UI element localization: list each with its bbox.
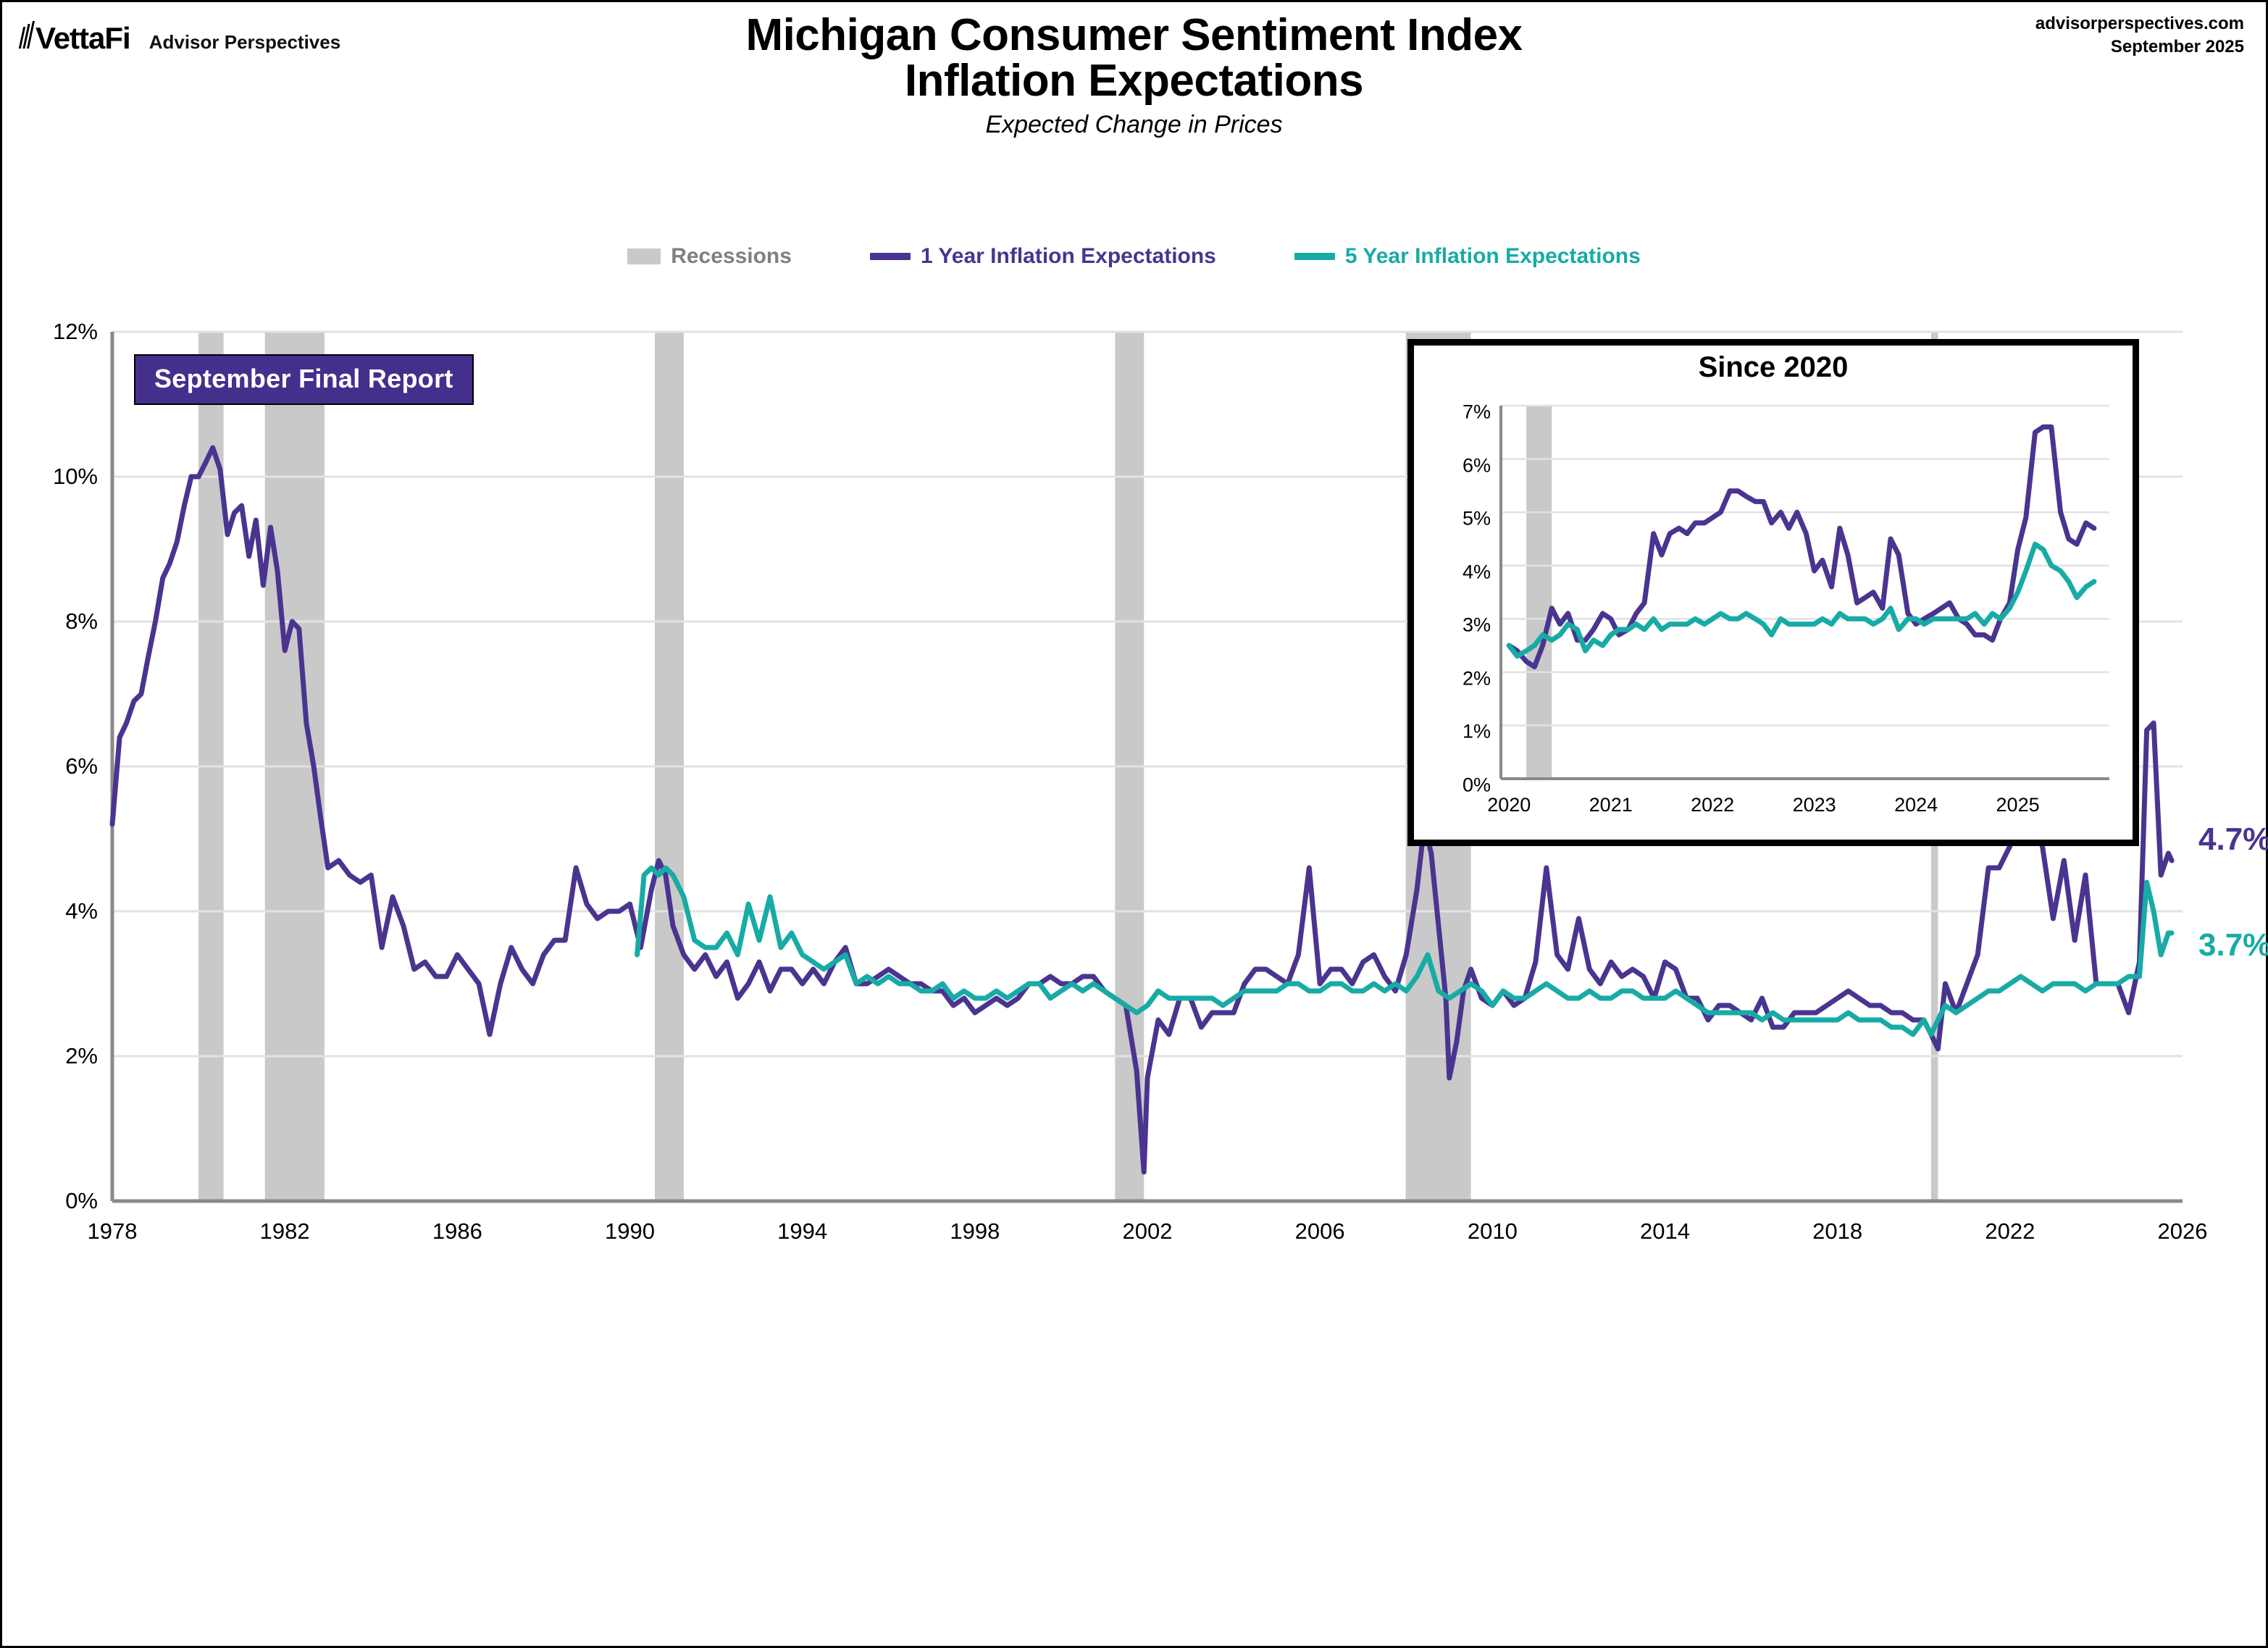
x-tick-label: 1986: [432, 1218, 482, 1244]
y-tick-label: 12%: [52, 319, 98, 344]
x-tick-label: 1982: [259, 1218, 310, 1244]
inset-series-line: [1506, 424, 2097, 669]
legend-label-1year: 1 Year Inflation Expectations: [920, 244, 1216, 268]
main-x-axis: 1978 1982 1986 1990 1994 1998 2002 2006 2010 2014…: [2, 1218, 2268, 1276]
inset-title: Since 2020: [1698, 351, 1849, 383]
y-tick-label: 8%: [65, 608, 98, 634]
inset-x-tick-label: 2020: [1487, 794, 1531, 816]
report-date: September 2025: [2110, 37, 2244, 57]
x-tick-label: 1998: [950, 1218, 1000, 1244]
x-tick-label: 2014: [1640, 1218, 1690, 1244]
legend-item-1year: 1 Year Inflation Expectations: [869, 244, 1216, 269]
status-badge: September Final Report: [134, 354, 474, 405]
y-tick-label: 6%: [65, 753, 98, 779]
series-line: [635, 865, 2175, 1037]
inset-y-tick-label: 3%: [1462, 614, 1491, 636]
x-tick-label: 2022: [1985, 1218, 2035, 1244]
inset-chart: Since 2020 0% 1% 2% 3% 4% 5% 6% 7% 2020 2021 2022 2…: [1407, 339, 2139, 846]
inset-x-tick-label: 2021: [1589, 794, 1633, 816]
main-y-axis: 0% 2% 4% 6% 8% 10% 12%: [2, 314, 104, 1234]
legend-label-5year: 5 Year Inflation Expectations: [1344, 244, 1641, 268]
y-tick-label: 4%: [65, 898, 98, 924]
page-subtitle: Expected Change in Prices: [985, 111, 1283, 139]
inset-y-tick-label: 2%: [1462, 667, 1491, 690]
status-badge-label: September Final Report: [154, 364, 453, 393]
inset-x-tick-label: 2023: [1792, 794, 1836, 816]
inset-series-line: [1506, 541, 2097, 659]
x-tick-label: 1978: [87, 1218, 138, 1244]
inset-x-tick-label: 2025: [1996, 794, 2040, 816]
x-tick-label: 2006: [1294, 1218, 1345, 1244]
page-title-line1: Michigan Consumer Sentiment Index: [745, 10, 1523, 60]
inset-y-tick-label: 5%: [1462, 507, 1491, 530]
y-tick-label: 2%: [65, 1043, 98, 1068]
brand-logo-text: VettaFi: [35, 21, 131, 55]
y-tick-label: 10%: [52, 464, 98, 489]
brand: VettaFi Advisor Perspectives: [18, 17, 341, 56]
one-year-line-swatch-icon: [869, 253, 911, 260]
x-tick-label: 2002: [1122, 1218, 1173, 1244]
chart-legend: Recessions 1 Year Inflation Expectations…: [2, 244, 2266, 269]
x-tick-label: 2010: [1467, 1218, 1518, 1244]
title-block: Michigan Consumer Sentiment Index Inflat…: [2, 12, 2266, 139]
recession-swatch-icon: [627, 248, 661, 264]
legend-item-recessions: Recessions: [627, 244, 792, 269]
brand-subtitle: Advisor Perspectives: [148, 31, 341, 53]
inset-y-tick-label: 6%: [1462, 454, 1491, 477]
x-tick-label: 2018: [1812, 1218, 1863, 1244]
x-tick-label: 2026: [2157, 1218, 2208, 1244]
five-year-line-swatch-icon: [1294, 253, 1335, 260]
legend-label-recessions: Recessions: [671, 244, 792, 268]
inset-y-tick-label: 1%: [1462, 720, 1491, 743]
inset-x-tick-label: 2024: [1894, 794, 1938, 816]
y-tick-label: 0%: [65, 1188, 98, 1213]
x-tick-label: 1990: [605, 1218, 655, 1244]
series-end-value-label: 4.7%: [2198, 821, 2268, 857]
x-tick-label: 1994: [777, 1218, 828, 1244]
inset-y-tick-label: 4%: [1462, 561, 1491, 583]
inset-recession-band: [1526, 406, 1552, 779]
inset-y-tick-label: 0%: [1462, 774, 1491, 796]
legend-item-5year: 5 Year Inflation Expectations: [1294, 244, 1641, 269]
corner-meta: advisorperspectives.com September 2025: [2035, 12, 2244, 59]
series-end-value-label: 3.7%: [2198, 927, 2268, 963]
inset-x-tick-label: 2022: [1691, 794, 1735, 816]
inset-chart-svg: [1499, 404, 2109, 780]
inset-y-tick-label: 7%: [1462, 401, 1491, 423]
site-url: advisorperspectives.com: [2035, 14, 2244, 33]
page-title-line2: Inflation Expectations: [904, 56, 1364, 106]
